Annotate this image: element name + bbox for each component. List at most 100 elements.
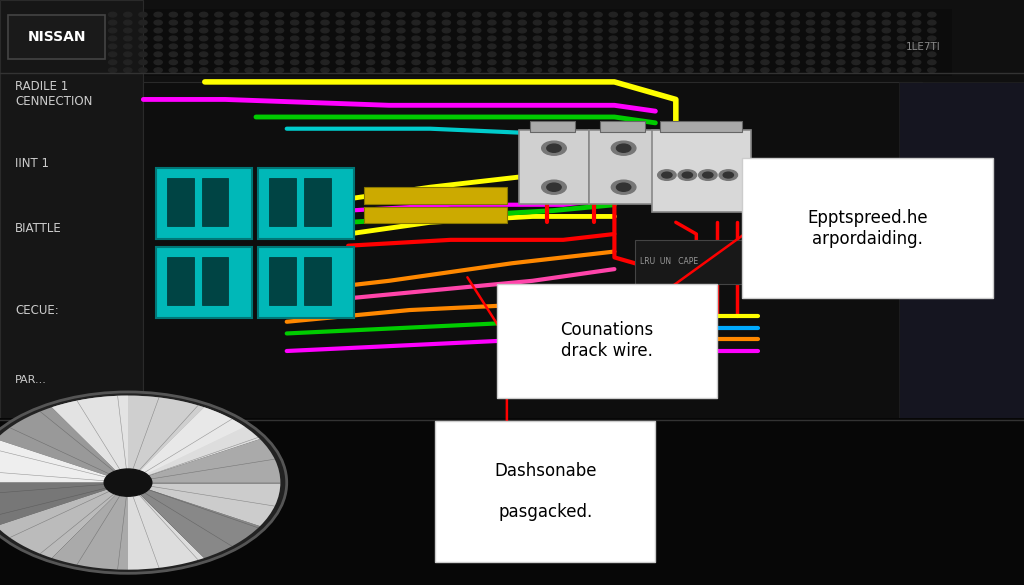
Circle shape — [609, 36, 617, 41]
Circle shape — [412, 52, 420, 57]
Circle shape — [321, 12, 329, 17]
Circle shape — [427, 52, 435, 57]
Circle shape — [291, 36, 299, 41]
FancyBboxPatch shape — [0, 0, 1024, 526]
Circle shape — [670, 20, 678, 25]
Circle shape — [912, 44, 921, 49]
Text: 1LE7TI: 1LE7TI — [906, 42, 941, 52]
Circle shape — [139, 44, 147, 49]
Circle shape — [291, 60, 299, 64]
Circle shape — [473, 60, 481, 64]
Circle shape — [169, 12, 177, 17]
Circle shape — [518, 44, 526, 49]
Circle shape — [685, 44, 693, 49]
Circle shape — [321, 28, 329, 33]
Circle shape — [716, 20, 724, 25]
Circle shape — [776, 60, 784, 64]
Circle shape — [351, 28, 359, 33]
Circle shape — [730, 12, 738, 17]
FancyBboxPatch shape — [497, 284, 717, 398]
Circle shape — [745, 60, 754, 64]
Circle shape — [458, 12, 466, 17]
Circle shape — [427, 60, 435, 64]
Circle shape — [321, 36, 329, 41]
Circle shape — [382, 36, 390, 41]
Circle shape — [883, 52, 891, 57]
Circle shape — [200, 60, 208, 64]
Circle shape — [503, 36, 511, 41]
Circle shape — [594, 68, 602, 73]
Circle shape — [547, 144, 561, 152]
Circle shape — [654, 20, 663, 25]
Circle shape — [792, 28, 800, 33]
Circle shape — [867, 52, 876, 57]
Circle shape — [458, 68, 466, 73]
Circle shape — [487, 52, 496, 57]
Circle shape — [852, 20, 860, 25]
Circle shape — [776, 52, 784, 57]
Circle shape — [503, 68, 511, 73]
Circle shape — [549, 68, 557, 73]
Circle shape — [351, 12, 359, 17]
Circle shape — [473, 28, 481, 33]
Circle shape — [104, 469, 152, 496]
Circle shape — [730, 68, 738, 73]
Circle shape — [306, 44, 314, 49]
FancyBboxPatch shape — [364, 187, 507, 204]
Circle shape — [897, 68, 905, 73]
Circle shape — [124, 20, 132, 25]
Wedge shape — [0, 407, 128, 483]
FancyBboxPatch shape — [143, 82, 922, 421]
Circle shape — [928, 36, 936, 41]
Circle shape — [503, 20, 511, 25]
Circle shape — [867, 60, 876, 64]
Circle shape — [670, 44, 678, 49]
Circle shape — [761, 20, 769, 25]
Circle shape — [883, 28, 891, 33]
Circle shape — [928, 68, 936, 73]
Circle shape — [306, 36, 314, 41]
Text: CECUE:: CECUE: — [15, 304, 59, 316]
Circle shape — [625, 36, 633, 41]
Circle shape — [367, 60, 375, 64]
Circle shape — [625, 52, 633, 57]
Circle shape — [662, 172, 672, 178]
Circle shape — [230, 20, 239, 25]
Circle shape — [640, 36, 648, 41]
Circle shape — [730, 60, 738, 64]
Circle shape — [625, 60, 633, 64]
Circle shape — [351, 20, 359, 25]
Circle shape — [109, 44, 117, 49]
Circle shape — [396, 20, 404, 25]
Circle shape — [336, 20, 344, 25]
Circle shape — [579, 12, 587, 17]
Circle shape — [806, 20, 814, 25]
FancyBboxPatch shape — [202, 178, 228, 226]
Circle shape — [458, 36, 466, 41]
Wedge shape — [128, 483, 260, 558]
Circle shape — [821, 12, 829, 17]
Circle shape — [412, 60, 420, 64]
Circle shape — [640, 12, 648, 17]
Circle shape — [275, 36, 284, 41]
Circle shape — [230, 52, 239, 57]
Circle shape — [169, 52, 177, 57]
Circle shape — [275, 68, 284, 73]
Circle shape — [169, 44, 177, 49]
Circle shape — [396, 36, 404, 41]
Circle shape — [852, 44, 860, 49]
Circle shape — [549, 44, 557, 49]
Circle shape — [883, 12, 891, 17]
FancyBboxPatch shape — [258, 168, 354, 239]
Circle shape — [719, 170, 737, 180]
Circle shape — [547, 183, 561, 191]
Circle shape — [200, 36, 208, 41]
Circle shape — [442, 36, 451, 41]
Circle shape — [867, 12, 876, 17]
Wedge shape — [0, 483, 128, 558]
Circle shape — [723, 172, 733, 178]
Circle shape — [154, 68, 162, 73]
Circle shape — [503, 12, 511, 17]
Circle shape — [616, 183, 631, 191]
Circle shape — [609, 28, 617, 33]
